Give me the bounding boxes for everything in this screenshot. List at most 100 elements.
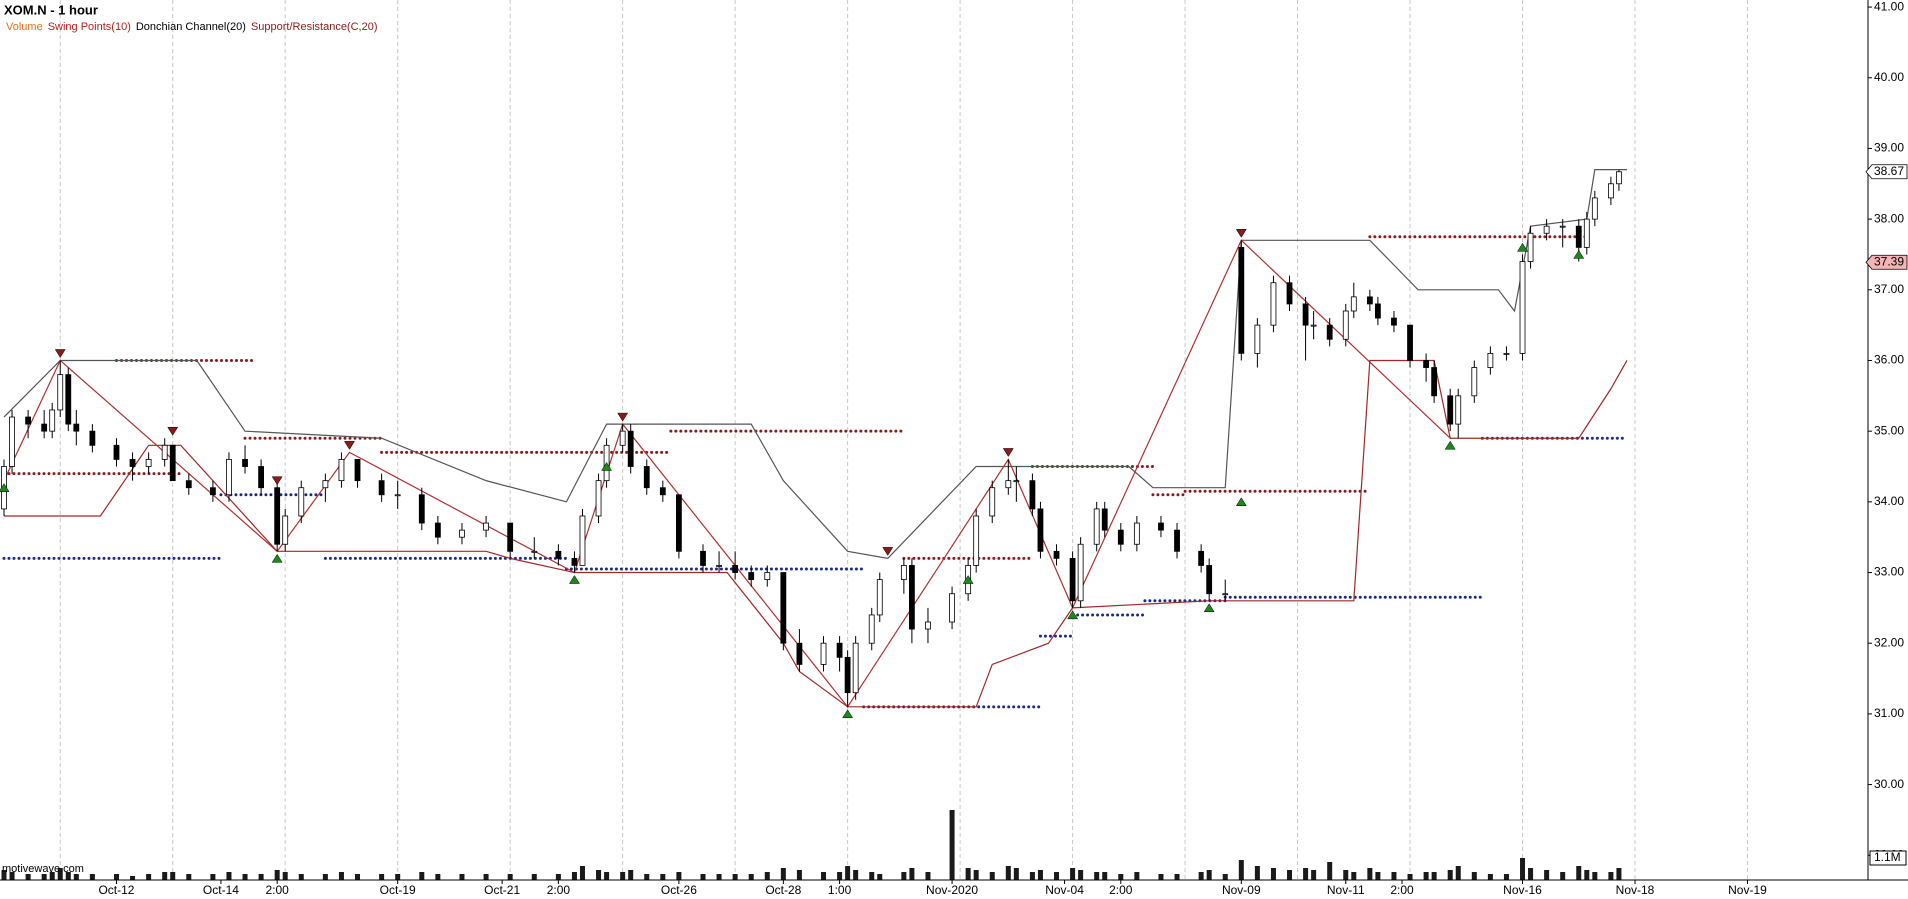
x-tick-label: Oct-21 [484, 883, 520, 897]
swing-high [1002, 448, 1014, 457]
volume-bar [435, 874, 441, 880]
volume-bar [1005, 866, 1011, 880]
volume-bar [1270, 868, 1276, 880]
volume-bar [837, 872, 843, 880]
candle-body [852, 642, 859, 694]
swing-high [54, 349, 66, 358]
candle-body [274, 487, 281, 545]
legend-entry: Swing Points(10) [48, 21, 131, 33]
candle-body [1037, 508, 1044, 552]
volume-bar [459, 874, 465, 880]
candle-body [764, 572, 771, 580]
volume-bar [338, 872, 344, 880]
candle-body [619, 430, 626, 446]
candle-body [1206, 565, 1213, 595]
candle-body [780, 572, 787, 644]
price-marker-label: 38.67 [1874, 164, 1904, 178]
candle-body [1431, 367, 1438, 397]
x-tick-label: Nov-09 [1222, 883, 1261, 897]
volume-bar [395, 874, 401, 880]
candle-body [1270, 282, 1277, 326]
candle-body [732, 565, 739, 573]
volume-bar [748, 874, 754, 880]
x-tick-label: Nov-11 [1327, 883, 1365, 897]
volume-bar [780, 868, 786, 880]
candle-body [298, 487, 305, 517]
volume-bar [853, 870, 859, 880]
volume-bar [89, 874, 95, 880]
candle-body [820, 642, 827, 665]
candle-body [483, 522, 489, 531]
candle-body [1423, 360, 1430, 368]
candle-body [9, 416, 15, 467]
candle-body [1133, 522, 1140, 545]
swing-low [1573, 249, 1585, 259]
candle-body [1117, 529, 1124, 545]
candle-body [1069, 557, 1076, 602]
volume-bar [869, 872, 875, 880]
volume-bar [949, 810, 955, 880]
volume-bar [1447, 870, 1453, 880]
candle-body [1254, 324, 1261, 354]
swing-low [601, 461, 613, 471]
candle-body [1607, 183, 1614, 199]
candle-body [1350, 296, 1357, 312]
candle-body [113, 444, 120, 460]
candle-body [627, 430, 634, 467]
volume-bar [282, 872, 288, 880]
candle-body [1374, 303, 1381, 319]
volume-bar [571, 872, 577, 880]
volume-bar [1303, 868, 1309, 880]
candle-body [1053, 550, 1060, 559]
candle-body [1342, 310, 1349, 340]
x-tick-label: Oct-12 [98, 883, 134, 897]
candle-body [868, 614, 875, 644]
volume-bar [965, 868, 971, 880]
candle-body [434, 522, 441, 538]
candle-body [338, 459, 345, 482]
volume-bar [146, 874, 152, 880]
volume-bar [1431, 872, 1437, 880]
candle-body [555, 550, 562, 559]
volume-bar [1391, 872, 1397, 880]
candle-body [900, 565, 907, 580]
candle-body [973, 515, 980, 566]
volume-bar [1327, 862, 1333, 880]
candle-body [459, 529, 465, 538]
volume-bar [925, 872, 931, 880]
candle-body [1447, 395, 1454, 425]
legend-entry: Donchian Channel(20) [136, 21, 246, 33]
volume-bar [355, 874, 361, 880]
candle-body [226, 459, 232, 496]
candle-body [1222, 593, 1229, 596]
volume-bar [1287, 870, 1293, 880]
volume-bar [507, 874, 513, 880]
volume-bar [1584, 870, 1590, 880]
volume-bar [65, 872, 71, 880]
swing-high [1235, 229, 1247, 238]
volume-bar [796, 870, 802, 880]
candle-body [73, 423, 80, 432]
volume-bar [1118, 874, 1124, 880]
volume-bar [298, 874, 304, 880]
x-tick-label: 1:00 [828, 883, 852, 897]
volume-bar [419, 872, 425, 880]
volume-bar [821, 872, 827, 880]
candle-body [949, 593, 955, 623]
candle-body [322, 480, 329, 489]
y-tick-label: 38.00 [1874, 211, 1904, 225]
volume-bar [732, 874, 738, 880]
volume-bar [989, 872, 995, 880]
volume-bar [531, 874, 537, 880]
candle-body [1471, 367, 1478, 397]
volume-bar [1520, 858, 1526, 880]
volume-bar [901, 872, 907, 880]
x-tick-label: Oct-14 [203, 883, 239, 897]
y-tick-label: 34.00 [1874, 494, 1904, 508]
volume-bar [1407, 874, 1413, 880]
volume-bar [973, 870, 979, 880]
volume-bar [9, 872, 15, 880]
x-tick-label: Nov-16 [1503, 883, 1542, 897]
volume-tick-label: 1.1M [1874, 850, 1901, 864]
